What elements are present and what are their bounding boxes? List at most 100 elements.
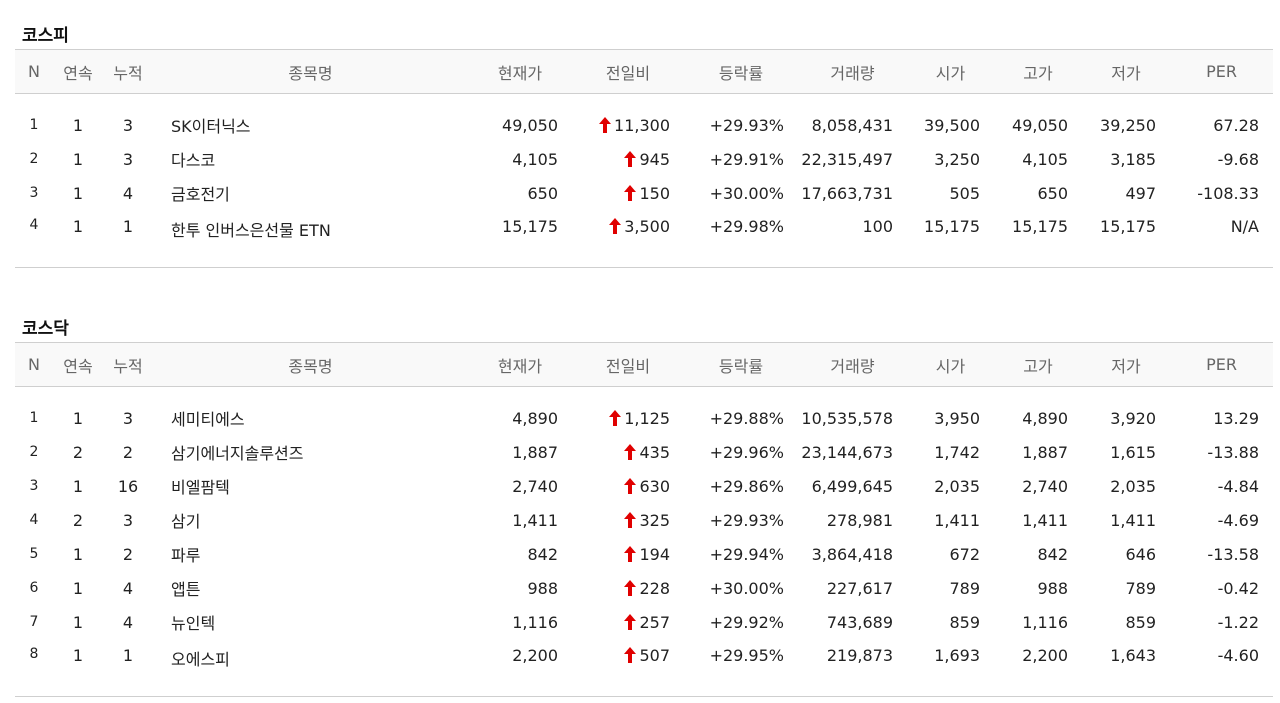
stock-name-link[interactable]: 삼기 xyxy=(171,512,201,531)
col-header-change: 전일비 xyxy=(572,49,684,94)
col-header-name: 종목명 xyxy=(153,49,468,94)
change-value: 194 xyxy=(639,544,670,564)
volume-cell: 278,981 xyxy=(826,510,893,530)
col-header-rate: 등락률 xyxy=(684,342,798,387)
streak-cell: 1 xyxy=(53,639,103,697)
high-cell: 1,116 xyxy=(1022,612,1068,632)
table-row[interactable]: 5 1 2 파루 842 194 +29.94% 3,864,418 672 842 646 -13.… xyxy=(15,537,1273,571)
table-row[interactable]: 1 1 3 SK이터닉스 49,050 11,300 +29.93% 8,058,431 39,… xyxy=(15,108,1273,142)
volume-cell: 8,058,431 xyxy=(811,115,893,135)
per-cell: -0.42 xyxy=(1217,578,1259,598)
high-cell: 650 xyxy=(1037,183,1068,203)
stock-name-link[interactable]: 뉴인텍 xyxy=(171,614,216,633)
rank-cell: 8 xyxy=(15,639,53,697)
volume-cell: 6,499,645 xyxy=(811,476,893,496)
price-cell: 2,740 xyxy=(512,476,558,496)
table-row[interactable]: 2 2 2 삼기에너지솔루션즈 1,887 435 +29.96% 23,144,673 1,7… xyxy=(15,435,1273,469)
col-header-volume: 거래량 xyxy=(798,49,907,94)
table-row[interactable]: 3 1 4 금호전기 650 150 +30.00% 17,663,731 505 650 497 -… xyxy=(15,176,1273,210)
rank-cell: 3 xyxy=(29,185,39,201)
table-row[interactable]: 4 2 3 삼기 1,411 325 +29.93% 278,981 1,411 1,411 1,4… xyxy=(15,503,1273,537)
stock-name-link[interactable]: 금호전기 xyxy=(171,185,230,204)
table-row[interactable]: 6 1 4 앱튼 988 228 +30.00% 227,617 789 988 789 -0.42 xyxy=(15,571,1273,605)
price-cell: 49,050 xyxy=(502,115,558,135)
stock-name-link[interactable]: 한투 인버스은선물 ETN xyxy=(153,210,468,268)
high-cell: 2,200 xyxy=(994,639,1082,697)
table-row[interactable]: 8 1 1 오에스피 2,200 507 +29.95% 219,873 1,693 2,200 1… xyxy=(15,639,1273,697)
volume-cell: 3,864,418 xyxy=(811,544,893,564)
high-cell: 49,050 xyxy=(1012,115,1068,135)
rate-cell: +29.98% xyxy=(684,210,798,268)
change-cell: 1,125 xyxy=(572,401,684,435)
rank-cell: 2 xyxy=(29,444,39,460)
rate-cell: +30.00% xyxy=(709,183,784,203)
stock-name-link[interactable]: 오에스피 xyxy=(153,639,468,697)
change-value: 630 xyxy=(639,476,670,496)
rank-cell: 4 xyxy=(29,512,39,528)
high-cell: 842 xyxy=(1037,544,1068,564)
high-cell: 1,411 xyxy=(1022,510,1068,530)
cumulative-cell: 1 xyxy=(103,639,153,697)
low-cell: 859 xyxy=(1125,612,1156,632)
volume-cell: 219,873 xyxy=(798,639,907,697)
col-header-streak: 연속 xyxy=(53,49,103,94)
per-cell: -4.84 xyxy=(1217,476,1259,496)
price-cell: 15,175 xyxy=(468,210,572,268)
rank-cell: 6 xyxy=(29,580,39,596)
change-value: 507 xyxy=(639,646,670,665)
open-cell: 1,742 xyxy=(934,442,980,462)
table-row[interactable]: 3 1 16 비엘팜텍 2,740 630 +29.86% 6,499,645 2,035 2,7… xyxy=(15,469,1273,503)
streak-cell: 1 xyxy=(72,149,84,169)
change-value: 228 xyxy=(639,578,670,598)
change-value: 325 xyxy=(639,510,670,530)
change-value: 11,300 xyxy=(614,115,670,135)
low-cell: 789 xyxy=(1125,578,1156,598)
high-cell: 1,887 xyxy=(1022,442,1068,462)
col-header-cumulative: 누적 xyxy=(103,49,153,94)
open-cell: 2,035 xyxy=(934,476,980,496)
stock-name-link[interactable]: 다스코 xyxy=(171,151,216,170)
col-header-n: N xyxy=(15,342,53,387)
cumulative-cell: 3 xyxy=(122,408,134,428)
change-cell: 435 xyxy=(572,435,684,469)
rank-cell: 5 xyxy=(29,546,39,562)
up-arrow-icon xyxy=(624,613,637,630)
change-value: 150 xyxy=(639,183,670,203)
per-cell: -9.68 xyxy=(1217,149,1259,169)
high-cell: 4,890 xyxy=(1022,408,1068,428)
stock-name-link[interactable]: 앱튼 xyxy=(171,580,201,599)
change-cell: 507 xyxy=(572,639,684,697)
stock-name-link[interactable]: 세미티에스 xyxy=(171,410,245,429)
change-value: 435 xyxy=(639,442,670,462)
low-cell: 497 xyxy=(1125,183,1156,203)
change-cell: 194 xyxy=(572,537,684,571)
per-cell: -13.88 xyxy=(1207,442,1259,462)
stock-name-link[interactable]: 비엘팜텍 xyxy=(171,478,230,497)
volume-cell: 227,617 xyxy=(826,578,893,598)
table-row[interactable]: 7 1 4 뉴인텍 1,116 257 +29.92% 743,689 859 1,116 859 -… xyxy=(15,605,1273,639)
low-cell: 646 xyxy=(1125,544,1156,564)
streak-cell: 1 xyxy=(72,115,84,135)
table-row[interactable]: 2 1 3 다스코 4,105 945 +29.91% 22,315,497 3,250 4,10… xyxy=(15,142,1273,176)
low-cell: 3,185 xyxy=(1110,149,1156,169)
up-arrow-icon xyxy=(609,409,622,426)
volume-cell: 100 xyxy=(798,210,907,268)
up-arrow-icon xyxy=(624,443,637,460)
change-cell: 325 xyxy=(572,503,684,537)
up-arrow-icon xyxy=(624,545,637,562)
price-cell: 1,887 xyxy=(512,442,558,462)
per-cell: -4.60 xyxy=(1170,639,1273,697)
rank-cell: 2 xyxy=(29,151,39,167)
table-row[interactable]: 4 1 1 한투 인버스은선물 ETN 15,175 3,500 +29.98% 100 15,… xyxy=(15,210,1273,268)
up-arrow-icon xyxy=(624,184,637,201)
stock-name-link[interactable]: 파루 xyxy=(171,546,201,565)
table-row[interactable]: 1 1 3 세미티에스 4,890 1,125 +29.88% 10,535,578 3,950… xyxy=(15,401,1273,435)
col-header-name: 종목명 xyxy=(153,342,468,387)
per-cell: -108.33 xyxy=(1197,183,1259,203)
change-cell: 257 xyxy=(572,605,684,639)
stock-name-link[interactable]: SK이터닉스 xyxy=(171,117,251,136)
low-cell: 39,250 xyxy=(1100,115,1156,135)
rate-cell: +29.91% xyxy=(709,149,784,169)
stock-name-link[interactable]: 삼기에너지솔루션즈 xyxy=(171,444,304,463)
per-cell: -4.69 xyxy=(1217,510,1259,530)
